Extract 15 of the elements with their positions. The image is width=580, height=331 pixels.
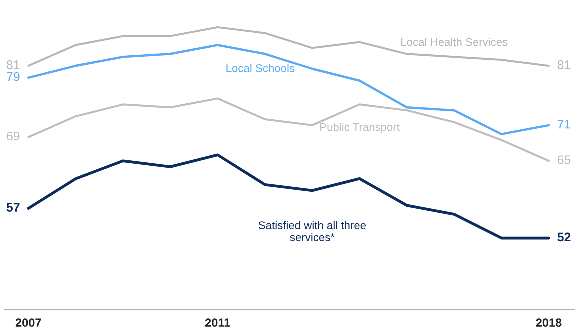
text: Satisfied with all three services* bbox=[258, 221, 366, 242]
series-label: Local Schools bbox=[226, 64, 295, 72]
x-tick-label: 2018 bbox=[536, 318, 562, 328]
data-label: 79 bbox=[7, 72, 20, 82]
data-label: 52 bbox=[558, 232, 571, 242]
data-label: 69 bbox=[7, 132, 20, 141]
data-label: 81 bbox=[6, 60, 20, 70]
x-tick-label: 2007 bbox=[16, 318, 42, 328]
x-tick-label: 2011 bbox=[205, 318, 230, 328]
series-label: Local Health Services bbox=[402, 38, 508, 46]
series-label: Public Transport bbox=[320, 123, 400, 134]
data-label: 71 bbox=[558, 120, 571, 129]
data-label: 57 bbox=[6, 203, 20, 212]
data-label: 65 bbox=[558, 156, 571, 164]
data-label: 81 bbox=[558, 60, 571, 70]
